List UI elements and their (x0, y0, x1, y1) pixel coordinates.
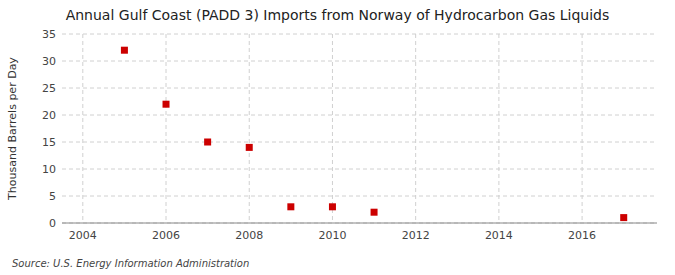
point (287, 203, 294, 210)
y-tick-label: 30 (42, 55, 56, 68)
y-grid-line (62, 34, 657, 35)
x-tick-label: 2014 (485, 229, 513, 242)
chart-svg: Annual Gulf Coast (PADD 3) Imports from … (0, 0, 675, 275)
x-tick-label: 2010 (318, 229, 346, 242)
x-tick-label: 2016 (568, 229, 596, 242)
x-tick-label: 2012 (402, 229, 430, 242)
y-grid-line (62, 88, 657, 89)
y-grid-line (62, 169, 657, 170)
point (204, 139, 211, 146)
x-grid-line (415, 34, 416, 223)
x-tick-label: 2008 (235, 229, 263, 242)
x-grid-line (498, 34, 499, 223)
y-grid-line (62, 115, 657, 116)
point (329, 203, 336, 210)
x-grid-line (249, 34, 250, 223)
source: Source: U.S. Energy Information Administ… (12, 258, 249, 269)
chart-container: Annual Gulf Coast (PADD 3) Imports from … (0, 0, 675, 275)
x-grid-line (582, 34, 583, 223)
y-tick-label: 15 (42, 136, 56, 149)
x-grid-line (332, 34, 333, 223)
point (121, 47, 128, 54)
y-tick-label: 10 (42, 163, 56, 176)
y-tick-label: 20 (42, 109, 56, 122)
grid (62, 34, 657, 223)
y-tick-label: 25 (42, 82, 56, 95)
point (246, 144, 253, 151)
y-axis-label: Thousand Barrels per Day (6, 57, 19, 201)
points (121, 47, 627, 221)
x-tick-label: 2004 (69, 229, 97, 242)
y-tick-label: 0 (49, 217, 56, 230)
y-grid-line (62, 196, 657, 197)
x-axis-line (62, 223, 657, 224)
x-grid-line (166, 34, 167, 223)
title: Annual Gulf Coast (PADD 3) Imports from … (66, 7, 610, 23)
x-tick-label: 2006 (152, 229, 180, 242)
y-grid-line (62, 223, 657, 224)
point (620, 214, 627, 221)
y-grid-line (62, 61, 657, 62)
y-grid-line (62, 142, 657, 143)
x-grid-line (82, 34, 83, 223)
y-tick-label: 5 (49, 190, 56, 203)
point (371, 209, 378, 216)
point (163, 101, 170, 108)
y-tick-label: 35 (42, 28, 56, 41)
